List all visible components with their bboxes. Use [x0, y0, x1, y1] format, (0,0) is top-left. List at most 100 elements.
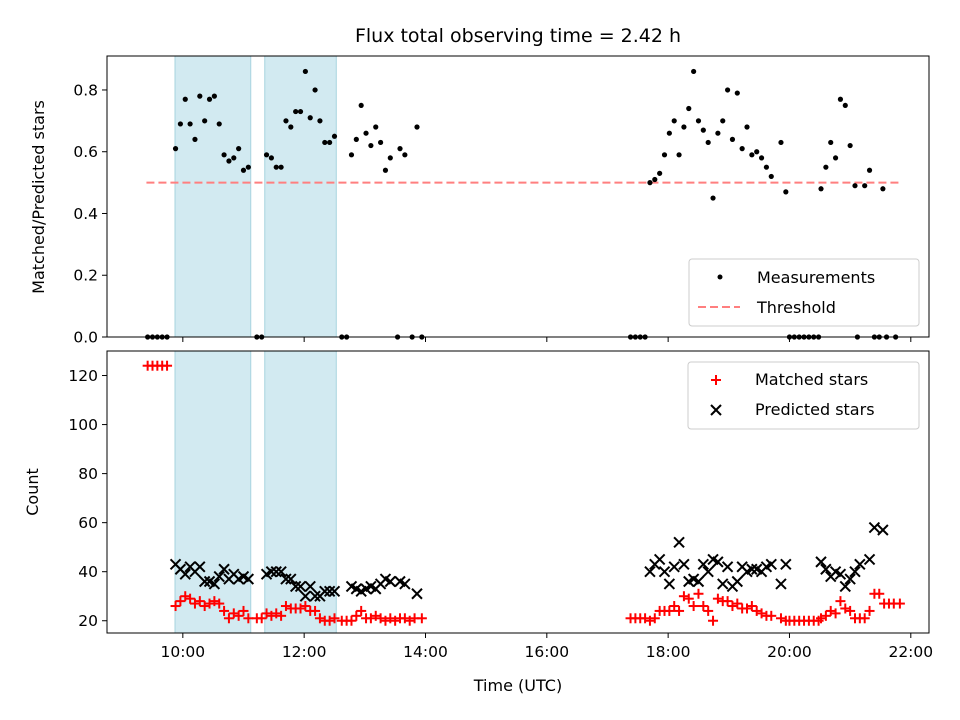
matched-point — [276, 610, 287, 621]
matched-point — [712, 593, 723, 604]
matched-point — [390, 615, 401, 626]
cross-b — [702, 565, 714, 578]
cross-b — [309, 590, 321, 602]
matched-point — [864, 605, 875, 616]
measurement-point — [657, 170, 663, 176]
cross-b — [294, 580, 307, 593]
measurement-point — [273, 164, 279, 170]
matched-point — [404, 615, 415, 626]
cross-b — [712, 556, 724, 568]
predicted-point — [213, 570, 225, 583]
measurement-point — [715, 130, 721, 136]
measurement-point — [866, 167, 873, 173]
predicted-point — [854, 558, 866, 571]
predicted-point — [663, 578, 676, 590]
matched-point — [380, 615, 391, 626]
matched-point — [693, 588, 704, 599]
cross-b — [692, 575, 705, 588]
matched-point — [644, 615, 655, 626]
predicted-point — [877, 524, 889, 536]
legend-label-predicted: Predicted stars — [755, 400, 875, 419]
measurement-point — [758, 155, 765, 161]
measurement-point — [192, 136, 198, 142]
matched-point — [766, 610, 777, 621]
matched-point — [756, 608, 767, 619]
shaded-interval-1 — [174, 350, 252, 634]
measurement-point — [226, 158, 232, 164]
measurement-point — [202, 118, 208, 124]
matched-point — [185, 593, 196, 604]
matched-point — [845, 605, 856, 616]
legend-box-bottom — [687, 361, 920, 430]
measurement-point — [734, 90, 740, 96]
measurement-point — [862, 183, 868, 189]
measurement-point — [414, 124, 420, 130]
predicted-point — [194, 561, 206, 573]
measurement-point — [710, 195, 716, 201]
cross-b — [399, 578, 411, 590]
measurement-point — [676, 152, 682, 158]
measurement-point — [182, 96, 188, 102]
cross-b — [829, 565, 842, 578]
matched-point — [385, 613, 396, 624]
measurement-point — [221, 152, 227, 158]
measurement-point — [278, 164, 284, 170]
matched-point — [722, 596, 733, 607]
y-tick-label: 0.8 — [73, 81, 98, 99]
x-tick-label: 18:00 — [646, 643, 691, 661]
predicted-point — [815, 556, 827, 568]
predicted-point — [242, 573, 255, 585]
cross-b — [237, 570, 250, 583]
predicted-point — [328, 585, 341, 598]
measurement-point — [749, 152, 755, 158]
matched-point — [365, 613, 376, 624]
predicted-point — [198, 575, 211, 588]
measurement-point — [377, 139, 384, 146]
legend-label-measurements: Measurements — [757, 268, 875, 287]
top-y-axis-label: Matched/Predicted stars — [29, 100, 48, 294]
measurement-point — [652, 176, 658, 183]
measurement-point — [880, 186, 886, 192]
predicted-point — [765, 558, 777, 571]
cross-b — [658, 565, 671, 578]
cross-b — [746, 563, 758, 575]
y-tick-label: 0.4 — [73, 205, 98, 223]
y-tick-label: 120 — [68, 367, 98, 385]
plot-frame — [106, 350, 930, 634]
cross-b — [644, 565, 656, 578]
cross-b — [299, 590, 312, 602]
matched-point — [640, 613, 651, 624]
measurement-point — [187, 121, 193, 127]
y-tick-label: 40 — [78, 563, 98, 581]
predicted-point — [411, 588, 423, 600]
cross-b — [411, 588, 423, 600]
measurement-point — [211, 93, 217, 99]
cross-b — [218, 563, 230, 575]
measurement-point — [172, 146, 179, 152]
matched-legend-marker — [711, 375, 721, 385]
x-tick-label: 20:00 — [767, 643, 812, 661]
measurement-point — [206, 96, 213, 102]
shaded-interval-1 — [174, 55, 252, 338]
predicted-point — [653, 553, 666, 566]
cross-b — [198, 575, 211, 588]
measurement-point — [402, 152, 408, 158]
cross-b — [365, 580, 377, 593]
measurement-point — [331, 133, 338, 139]
predicted-point — [319, 585, 331, 598]
measurement-point — [353, 136, 359, 142]
measurement-point — [691, 68, 697, 75]
y-tick-label: 20 — [78, 612, 98, 630]
measurement-point — [681, 124, 687, 130]
y-tick-label: 100 — [68, 416, 98, 434]
measurement-point — [236, 146, 242, 152]
ratio-panel: 0.00.20.40.60.8 Matched/Predicted stars … — [29, 55, 930, 347]
measurement-point — [263, 152, 270, 158]
measurement-point — [245, 164, 251, 170]
predicted-point — [678, 558, 690, 571]
cross-b — [270, 565, 282, 578]
measurement-point — [823, 164, 829, 170]
measurement-point — [297, 108, 304, 115]
predicted-point — [275, 565, 287, 578]
matched-point — [840, 603, 851, 614]
